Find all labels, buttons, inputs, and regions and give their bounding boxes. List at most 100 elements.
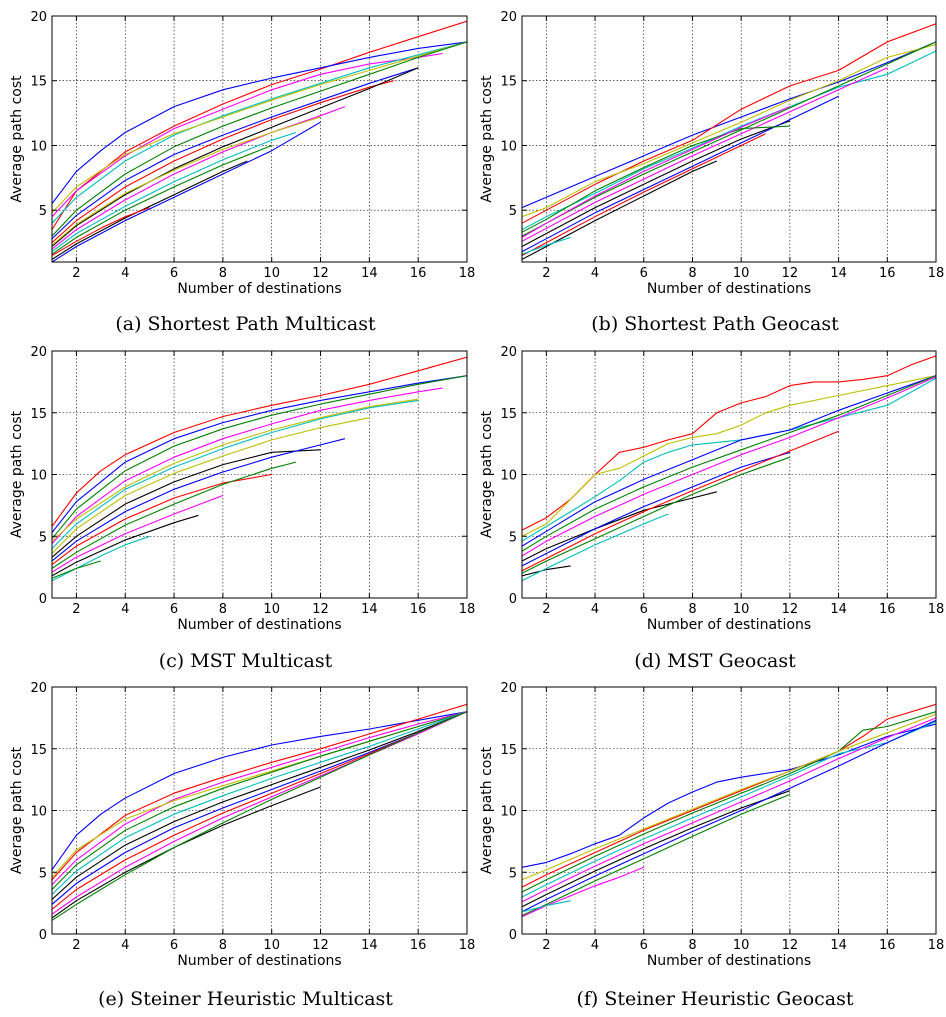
- series-line: [52, 131, 297, 253]
- series-line: [52, 711, 467, 900]
- chart-panel: 2 4 6 8 10 12 14 16 18 0 5 10 15 20 Number of destinat…: [479, 681, 944, 1010]
- x-axis-label: Number of destinations: [647, 617, 811, 633]
- y-tick-label: 15: [30, 75, 47, 90]
- series-line: [52, 80, 394, 244]
- y-tick-label: 15: [500, 743, 517, 758]
- y-tick-label: 20: [30, 345, 47, 360]
- x-tick-label: 12: [782, 602, 799, 617]
- y-axis-label: Average path cost: [479, 746, 495, 874]
- x-tick-label: 18: [459, 602, 476, 617]
- x-tick-label: 6: [170, 266, 178, 281]
- x-tick-label: 14: [361, 602, 378, 617]
- x-tick-label: 16: [410, 938, 427, 953]
- y-tick-label: 20: [30, 10, 47, 25]
- series-line: [52, 52, 443, 218]
- series-line: [52, 20, 467, 230]
- series-line: [522, 717, 936, 903]
- x-tick-label: 18: [928, 602, 945, 617]
- x-tick-label: 2: [542, 938, 550, 953]
- x-tick-label: 16: [410, 602, 427, 617]
- x-tick-label: 8: [688, 266, 696, 281]
- series-line: [522, 565, 571, 577]
- series-line: [522, 711, 936, 893]
- x-tick-label: 2: [542, 602, 550, 617]
- series-line: [52, 41, 467, 205]
- y-tick-label: 10: [30, 469, 47, 484]
- series-line: [522, 513, 669, 582]
- series-line: [52, 144, 272, 255]
- series-line: [522, 236, 571, 255]
- series-line: [52, 786, 321, 919]
- series-line: [522, 430, 839, 572]
- series-line: [522, 106, 791, 238]
- series-line: [52, 121, 321, 262]
- series-line: [522, 67, 888, 242]
- y-axis-label: Average path cost: [9, 75, 25, 203]
- series-line: [522, 375, 936, 547]
- series-line: [52, 160, 248, 260]
- series-line: [522, 900, 571, 913]
- y-tick-label: 10: [500, 805, 517, 820]
- chart-panel: 2 4 6 8 10 12 14 16 18 0 5 10 15 20 Number of destinat…: [9, 345, 475, 672]
- x-tick-label: 14: [830, 602, 847, 617]
- x-tick-label: 4: [591, 938, 599, 953]
- x-tick-label: 14: [830, 266, 847, 281]
- y-axis-label: Average path cost: [9, 410, 25, 538]
- chart-panel: 2 4 6 8 10 12 14 16 18 5 10 15 20 Number of destinati…: [479, 10, 944, 335]
- series-line: [52, 106, 346, 250]
- y-tick-label: 5: [39, 866, 47, 881]
- x-tick-label: 6: [640, 602, 648, 617]
- x-tick-label: 16: [879, 266, 896, 281]
- series-group: [52, 703, 467, 921]
- series-line: [522, 133, 766, 256]
- y-axis-label: Average path cost: [479, 410, 495, 538]
- x-tick-label: 12: [312, 602, 329, 617]
- x-tick-label: 18: [928, 938, 945, 953]
- x-tick-label: 4: [121, 938, 129, 953]
- series-line: [52, 438, 346, 562]
- x-axis-label: Number of destinations: [647, 281, 811, 297]
- series-line: [52, 535, 150, 582]
- plot-frame: [521, 15, 937, 263]
- series-line: [52, 207, 150, 256]
- y-tick-label: 10: [500, 139, 517, 154]
- x-tick-label: 18: [459, 266, 476, 281]
- y-tick-label: 5: [509, 866, 517, 881]
- x-tick-label: 10: [733, 266, 750, 281]
- y-tick-label: 15: [500, 75, 517, 90]
- x-tick-label: 6: [170, 938, 178, 953]
- series-line: [522, 120, 791, 247]
- series-line: [522, 95, 839, 253]
- x-tick-label: 6: [170, 602, 178, 617]
- series-line: [522, 375, 936, 552]
- series-group: [52, 356, 467, 582]
- x-axis-label: Number of destinations: [177, 617, 341, 633]
- y-tick-label: 15: [30, 743, 47, 758]
- x-tick-label: 4: [121, 602, 129, 617]
- series-line: [522, 125, 790, 233]
- chart-panel: 2 4 6 8 10 12 14 16 18 0 5 10 15 20 Number of destinat…: [479, 345, 944, 672]
- series-line: [522, 721, 936, 898]
- series-line: [52, 711, 467, 885]
- series-line: [52, 449, 321, 558]
- series-line: [52, 41, 467, 224]
- y-tick-label: 0: [509, 592, 517, 607]
- series-line: [52, 711, 467, 871]
- series-line: [522, 41, 936, 209]
- y-tick-label: 15: [30, 407, 47, 422]
- series-line: [522, 491, 717, 562]
- series-line: [522, 703, 936, 888]
- x-tick-label: 10: [263, 938, 280, 953]
- panel-caption: (c) MST Multicast: [159, 650, 333, 672]
- series-line: [52, 560, 101, 579]
- series-line: [522, 376, 936, 557]
- y-tick-label: 0: [39, 928, 47, 943]
- y-tick-label: 0: [509, 928, 517, 943]
- x-tick-label: 2: [72, 938, 80, 953]
- y-tick-label: 5: [509, 530, 517, 545]
- series-line: [52, 67, 419, 247]
- series-line: [52, 711, 467, 921]
- x-tick-label: 10: [733, 938, 750, 953]
- y-axis-label: Average path cost: [9, 746, 25, 874]
- x-tick-label: 12: [782, 938, 799, 953]
